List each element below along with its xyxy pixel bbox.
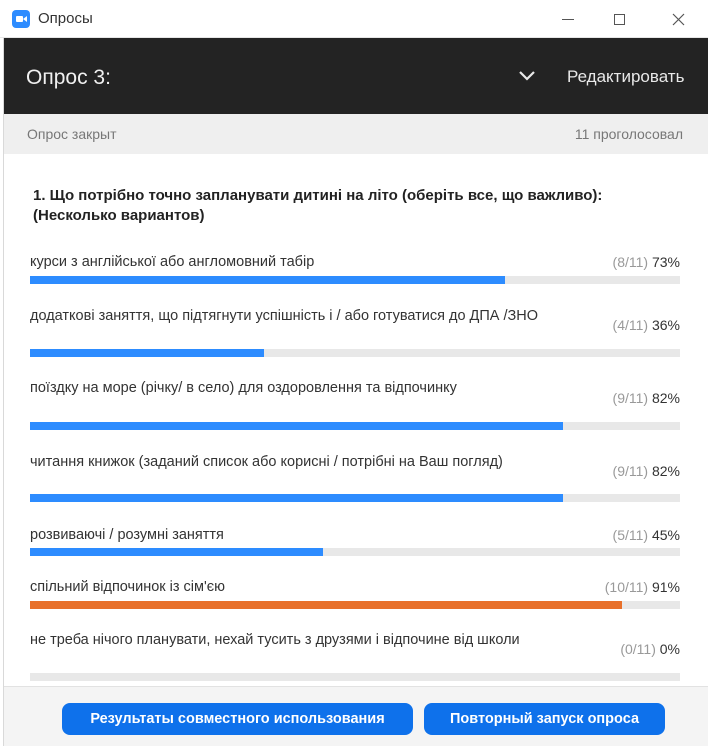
window-left-edge bbox=[0, 38, 4, 746]
poll-footer: Результаты совместного использования Пов… bbox=[4, 686, 708, 746]
option-bar-fill bbox=[30, 494, 563, 502]
option-percent: 36% bbox=[651, 317, 680, 333]
option-bar-track bbox=[30, 494, 680, 502]
option-percent: 45% bbox=[651, 527, 680, 543]
option-result: (9/11) 82% bbox=[613, 463, 680, 479]
option-result: (10/11) 91% bbox=[605, 579, 680, 595]
option-vote-count: (4/11) bbox=[612, 317, 649, 333]
option-bar-fill bbox=[30, 276, 505, 284]
option-label: поїздку на море (річку/ в село) для оздо… bbox=[30, 380, 457, 396]
option-bar-track bbox=[30, 422, 680, 430]
window-titlebar: Опросы bbox=[0, 0, 708, 38]
vote-count: 11 проголосовал bbox=[574, 126, 683, 142]
option-bar-track bbox=[30, 548, 680, 556]
poll-title: Опрос 3: bbox=[26, 66, 111, 89]
maximize-icon bbox=[613, 13, 625, 25]
minimize-button[interactable] bbox=[545, 0, 591, 38]
option-bar-fill bbox=[30, 601, 622, 609]
option-vote-count: (9/11) bbox=[612, 390, 649, 406]
option-percent: 82% bbox=[651, 463, 680, 479]
option-label: не треба нічого планувати, нехай тусить … bbox=[30, 632, 520, 648]
option-result: (5/11) 45% bbox=[613, 527, 680, 543]
option-vote-count: (10/11) bbox=[604, 579, 649, 595]
relaunch-poll-button[interactable]: Повторный запуск опроса bbox=[424, 703, 665, 735]
option-bar-fill bbox=[30, 349, 264, 357]
minimize-icon bbox=[562, 18, 574, 20]
poll-results: 1. Що потрібно точно запланувати дитині … bbox=[4, 154, 708, 686]
option-bar-track bbox=[30, 601, 680, 609]
option-label: курси з англійської або англомовний табі… bbox=[30, 254, 315, 270]
option-bar-track bbox=[30, 673, 680, 681]
option-bar-track bbox=[30, 276, 680, 284]
maximize-button[interactable] bbox=[596, 0, 642, 38]
option-label: розвиваючі / розумні заняття bbox=[30, 527, 224, 543]
question-text: 1. Що потрібно точно запланувати дитині … bbox=[33, 187, 603, 224]
zoom-app-icon bbox=[12, 10, 30, 28]
close-button[interactable] bbox=[655, 0, 701, 38]
option-result: (9/11) 82% bbox=[613, 390, 680, 406]
option-percent: 91% bbox=[651, 579, 680, 595]
poll-state: Опрос закрыт bbox=[27, 126, 117, 142]
poll-header: Опрос 3: Редактировать bbox=[4, 38, 708, 114]
option-label: додаткові заняття, що підтягнути успішні… bbox=[30, 308, 539, 324]
option-bar-fill bbox=[30, 422, 563, 430]
option-bar-track bbox=[30, 349, 680, 357]
chevron-down-icon[interactable] bbox=[516, 68, 538, 84]
option-result: (8/11) 73% bbox=[613, 254, 680, 270]
option-percent: 0% bbox=[659, 641, 680, 657]
option-result: (0/11) 0% bbox=[620, 641, 680, 657]
close-icon bbox=[672, 13, 684, 25]
option-label: читання книжок (заданий список або корис… bbox=[30, 454, 503, 470]
option-vote-count: (9/11) bbox=[612, 463, 649, 479]
option-result: (4/11) 36% bbox=[613, 317, 680, 333]
option-vote-count: (8/11) bbox=[612, 254, 649, 270]
option-label: спільний відпочинок із сім'єю bbox=[30, 579, 226, 595]
option-vote-count: (5/11) bbox=[612, 527, 649, 543]
share-results-button[interactable]: Результаты совместного использования bbox=[62, 703, 413, 735]
option-bar-fill bbox=[30, 548, 323, 556]
option-percent: 73% bbox=[651, 254, 680, 270]
poll-status-bar: Опрос закрыт 11 проголосовал bbox=[4, 114, 708, 154]
option-percent: 82% bbox=[651, 390, 680, 406]
edit-button[interactable]: Редактировать bbox=[567, 67, 685, 86]
option-vote-count: (0/11) bbox=[620, 641, 656, 657]
window-title: Опросы bbox=[38, 10, 93, 27]
